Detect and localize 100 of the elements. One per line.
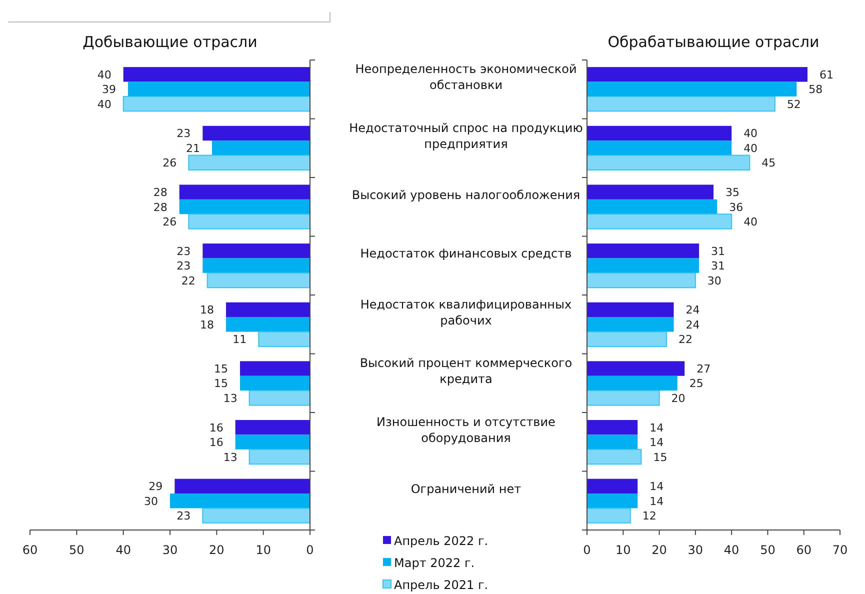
bar <box>587 140 732 156</box>
x-tick-label: 70 <box>832 543 848 557</box>
data-label: 20 <box>671 392 686 405</box>
bar <box>248 390 310 406</box>
data-label: 40 <box>744 215 758 228</box>
chart-title: Добывающие отрасли <box>82 33 258 51</box>
bar <box>128 82 310 96</box>
x-tick-label: 30 <box>162 543 178 557</box>
data-label: 21 <box>186 142 200 155</box>
data-label: 61 <box>819 68 834 82</box>
data-label: 39 <box>102 83 116 96</box>
data-label: 24 <box>686 304 700 317</box>
data-label: 15 <box>214 362 228 376</box>
bar <box>202 126 310 141</box>
bar <box>235 434 310 450</box>
y-tick-label: Высокий уровень налогообложения <box>352 188 580 202</box>
data-label: 25 <box>689 377 704 390</box>
bar <box>587 361 685 376</box>
data-label: 31 <box>711 244 726 258</box>
data-label: 23 <box>176 260 191 273</box>
bar <box>586 331 668 347</box>
data-label: 14 <box>650 421 664 434</box>
bar <box>202 508 310 524</box>
bar <box>179 199 310 214</box>
data-label: 12 <box>642 510 656 523</box>
bar <box>179 184 310 200</box>
data-label: 14 <box>650 494 664 508</box>
bar <box>587 244 700 258</box>
bar <box>123 67 310 82</box>
bar <box>587 67 808 82</box>
x-tick-label: 0 <box>306 543 314 557</box>
bar <box>202 244 310 258</box>
data-label: 35 <box>726 186 740 200</box>
chart-title: Обрабатывающие отрасли <box>608 33 820 51</box>
bar <box>586 390 660 406</box>
bar <box>586 508 631 524</box>
bar <box>587 434 638 450</box>
data-label: 40 <box>97 68 112 82</box>
data-label: 30 <box>707 274 722 288</box>
y-tick-label: Недостаточный спрос на продукцию предприятия <box>349 120 583 151</box>
data-label: 31 <box>711 260 726 273</box>
data-label: 29 <box>148 480 163 494</box>
data-label: 40 <box>97 98 112 111</box>
bar <box>235 420 310 435</box>
bar <box>202 258 310 273</box>
y-tick-label: Ограничений нет <box>410 482 522 496</box>
data-label: 16 <box>209 421 224 434</box>
data-label: 16 <box>209 436 224 450</box>
bar <box>586 448 642 465</box>
data-label: 26 <box>162 156 177 170</box>
data-label: 28 <box>153 186 168 200</box>
y-tick-label: Недостаток квалифицированных рабочих <box>360 297 572 328</box>
data-label: 30 <box>144 494 158 508</box>
legend-label: Апрель 2022 г. <box>394 534 488 548</box>
x-tick-label: 20 <box>652 543 667 557</box>
data-label: 23 <box>176 244 191 258</box>
bar <box>212 140 310 156</box>
bar <box>587 184 714 200</box>
data-label: 22 <box>678 333 693 346</box>
data-label: 15 <box>214 377 228 390</box>
bar <box>174 478 310 494</box>
x-tick-label: 0 <box>583 543 591 557</box>
x-tick-label: 50 <box>69 543 84 557</box>
bar <box>240 376 310 391</box>
bar <box>586 154 750 170</box>
bar <box>188 214 310 230</box>
bar <box>248 448 310 465</box>
data-label: 14 <box>650 480 664 494</box>
bar <box>258 331 310 347</box>
data-label: 52 <box>786 98 801 111</box>
y-tick-label: Неопределенность экономической обстановки <box>355 62 577 92</box>
bar <box>587 126 732 141</box>
data-label: 23 <box>176 510 191 523</box>
data-label: 18 <box>200 318 214 332</box>
bar <box>586 214 732 230</box>
bar <box>226 302 310 318</box>
bar <box>587 376 678 391</box>
x-tick-label: 40 <box>724 543 740 557</box>
bar <box>587 420 638 435</box>
data-label: 58 <box>808 83 823 96</box>
bar <box>587 199 718 214</box>
data-label: 24 <box>686 318 700 332</box>
bar <box>586 96 776 112</box>
x-tick-label: 20 <box>209 543 224 557</box>
data-label: 28 <box>153 200 168 214</box>
x-tick-label: 60 <box>796 543 812 557</box>
y-tick-label: Высокий процент коммерческого кредита <box>360 356 572 386</box>
data-label: 11 <box>232 333 247 346</box>
bar <box>226 317 310 332</box>
bar <box>587 478 638 494</box>
data-label: 15 <box>653 450 668 464</box>
x-tick-label: 30 <box>688 543 704 557</box>
bar <box>587 258 700 273</box>
legend-label: Март 2022 г. <box>394 556 475 570</box>
data-label: 14 <box>650 436 664 450</box>
bar <box>586 272 696 288</box>
bar <box>170 494 310 508</box>
bar <box>206 272 310 288</box>
y-tick-label: Изношенность и отсутствие оборудования <box>376 415 556 446</box>
data-label: 36 <box>729 200 744 214</box>
